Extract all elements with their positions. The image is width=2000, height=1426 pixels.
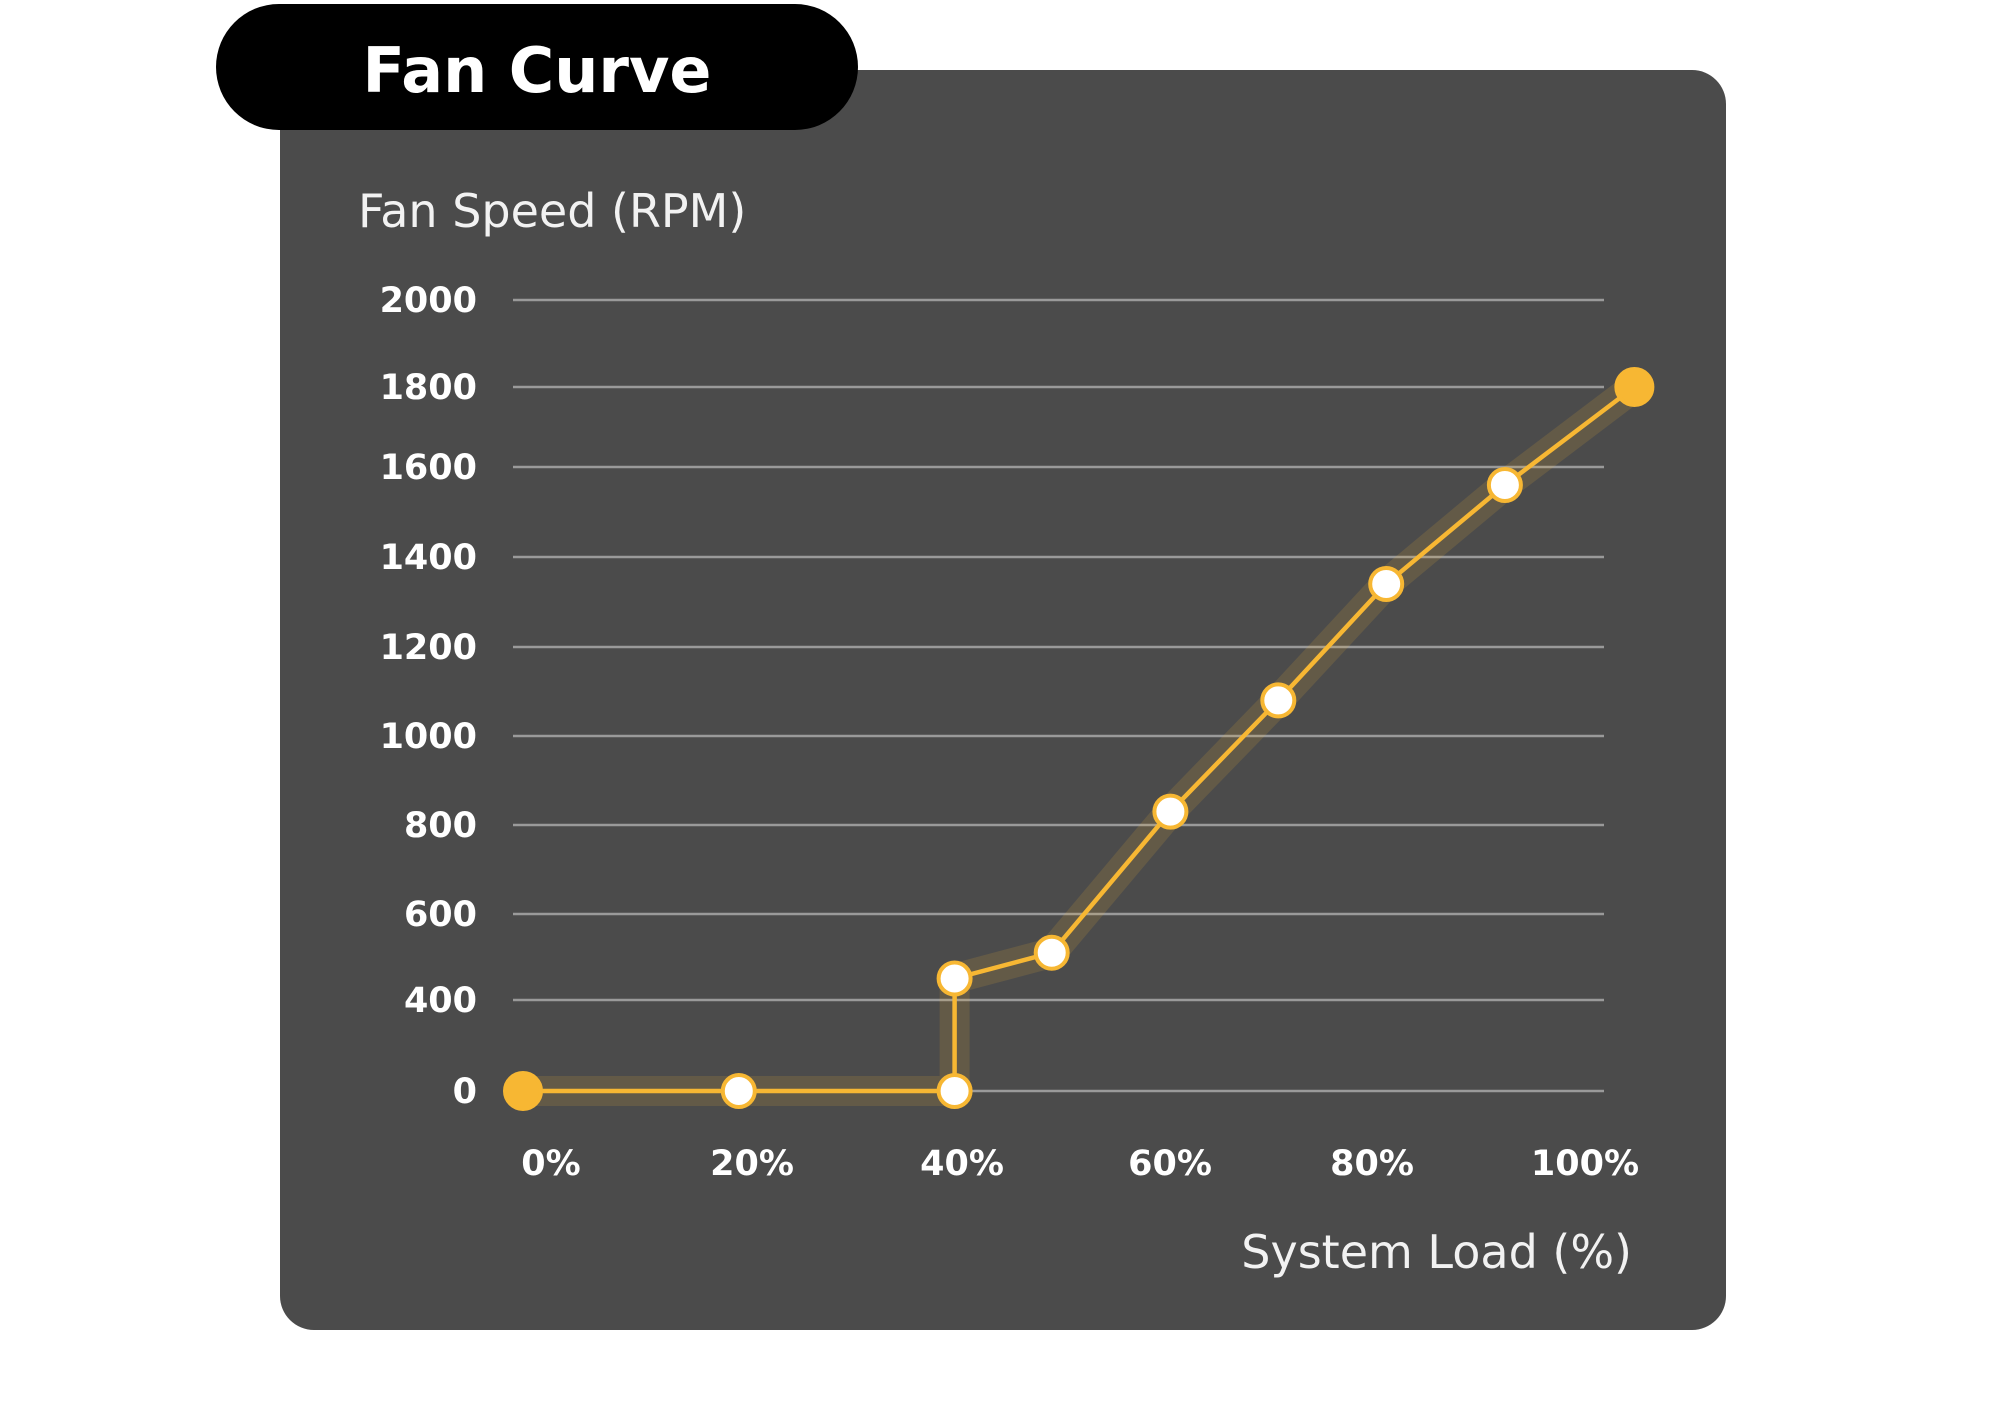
curve-control-point[interactable] <box>720 1073 757 1109</box>
y-tick-label: 800 <box>404 806 477 846</box>
fan-curve-points <box>503 367 1655 1111</box>
chart-panel <box>280 70 1726 1330</box>
curve-control-point[interactable] <box>1368 566 1405 602</box>
x-tick-label: 80% <box>1330 1144 1414 1184</box>
y-tick-label: 1600 <box>380 448 477 488</box>
x-tick-label: 0% <box>521 1144 580 1184</box>
curve-endpoint[interactable] <box>503 1071 543 1111</box>
y-tick-label: 0 <box>453 1072 477 1112</box>
chart-title: Fan Curve <box>363 34 712 107</box>
y-tick-labels: 2000 1800 1600 1400 1200 1000 800 600 400 0 <box>380 281 477 1112</box>
grid-lines <box>513 298 1604 1093</box>
x-tick-label: 60% <box>1128 1144 1212 1184</box>
curve-line <box>523 385 1636 1094</box>
y-tick-label: 1400 <box>380 538 477 578</box>
x-tick-label: 20% <box>710 1144 794 1184</box>
x-tick-labels: 0% 20% 40% 60% 80% 100% <box>521 1144 1639 1184</box>
y-tick-label: 1200 <box>380 628 477 668</box>
curve-endpoint[interactable] <box>1614 367 1655 407</box>
curve-control-point[interactable] <box>1033 934 1070 971</box>
curve-control-point[interactable] <box>1486 467 1523 503</box>
curve-control-point[interactable] <box>936 1073 973 1109</box>
curve-control-point[interactable] <box>1152 793 1189 830</box>
x-axis-title: System Load (%) <box>1241 1225 1632 1279</box>
fan-curve-series <box>523 375 1644 1106</box>
y-tick-label: 2000 <box>380 281 477 321</box>
x-tick-label: 100% <box>1531 1144 1639 1184</box>
y-axis-title: Fan Speed (RPM) <box>358 184 746 238</box>
y-tick-label: 1800 <box>380 368 477 408</box>
x-tick-label: 40% <box>920 1144 1004 1184</box>
curve-control-point[interactable] <box>1260 682 1297 719</box>
y-tick-label: 400 <box>404 981 477 1021</box>
curve-control-point[interactable] <box>936 960 973 997</box>
title-pill <box>216 4 858 130</box>
y-tick-label: 1000 <box>380 717 477 757</box>
y-tick-label: 600 <box>404 895 477 935</box>
